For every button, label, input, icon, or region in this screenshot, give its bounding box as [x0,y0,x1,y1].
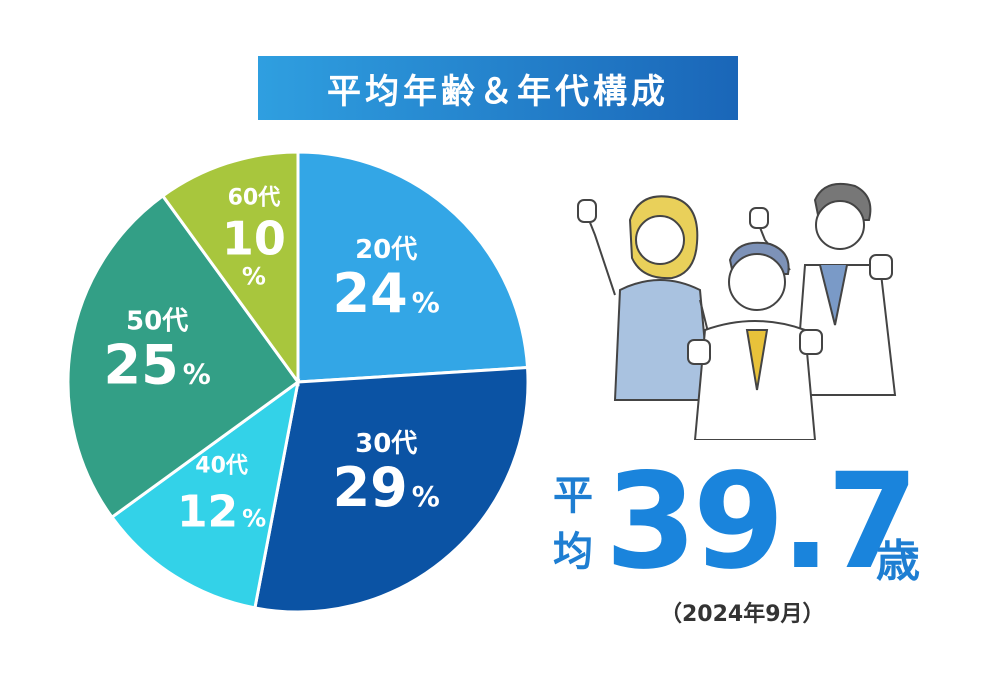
slice-label-40代: 40代 [195,453,248,478]
pie-slice-20代 [296,150,530,384]
slice-label-60代: 60代 [228,185,281,210]
slice-value-40代: 12% [177,486,266,537]
pie-slice-60代 [160,150,300,387]
slice-value-20代: 24% [333,262,440,325]
pie-slice-50代 [66,193,301,520]
chart-title: 平均年齢＆年代構成 [327,71,669,112]
chart-title-banner: 平均年齢＆年代構成 [258,56,738,120]
slice-unit-60代: % [242,262,266,290]
slice-value-50代: 25% [104,334,211,397]
slice-value-30代: 29% [333,456,440,519]
slice-value-60代: 10 [222,211,286,265]
man-back-figure [749,182,897,396]
average-label-top: 平 [553,473,593,519]
man-front-figure [687,241,823,440]
average-label: 平 均 [548,468,598,580]
average-label-bottom: 均 [553,529,593,575]
pie-slice-40代 [109,378,301,610]
cheering-business-people-illustration [577,182,897,440]
average-age-value: 39.7 [605,445,919,599]
slice-label-20代: 20代 [355,235,417,265]
woman-figure [577,195,712,401]
slice-label-50代: 50代 [126,307,188,337]
average-date: （2024年9月） [660,602,825,627]
slice-label-30代: 30代 [355,429,417,459]
pie-slice-30代 [253,365,530,614]
average-age-unit: 歳 [876,536,920,587]
